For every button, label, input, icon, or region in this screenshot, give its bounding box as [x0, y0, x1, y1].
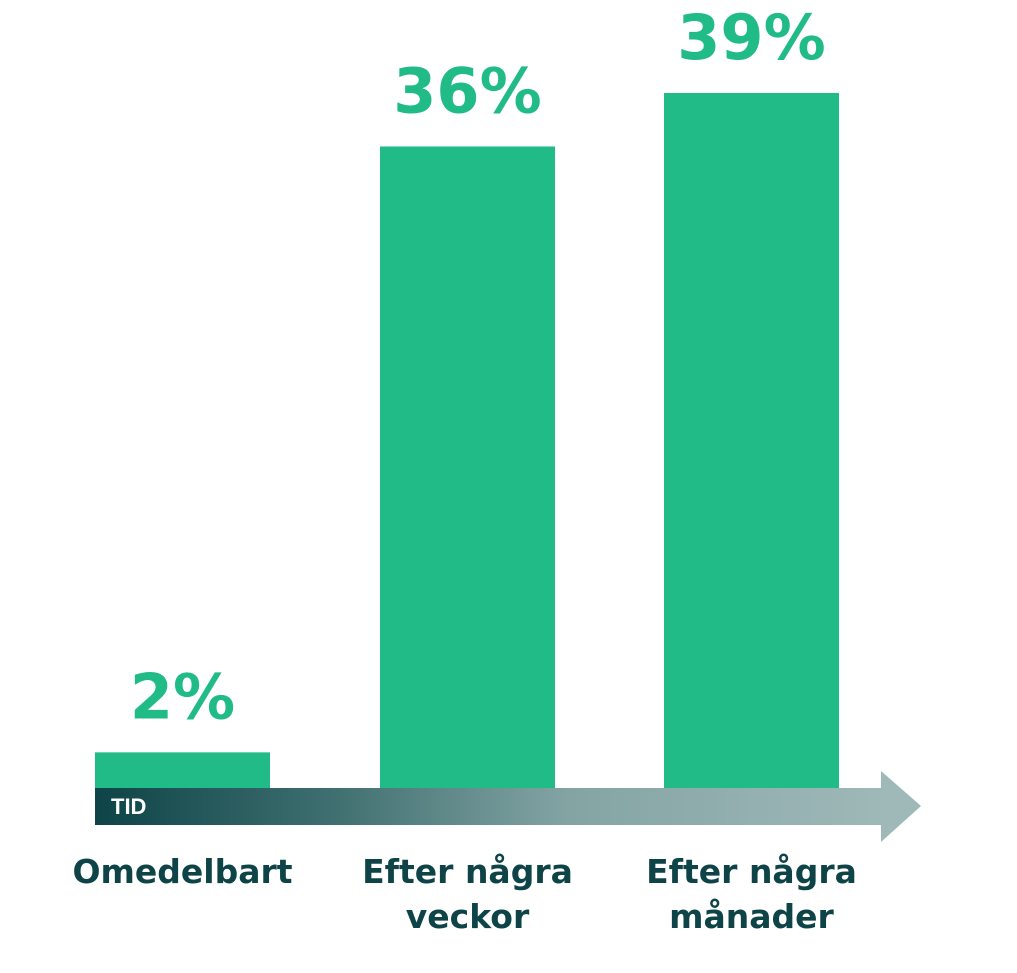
category-label-1: Omedelbart: [72, 852, 292, 891]
bar-value-label-2: 36%: [393, 54, 541, 127]
bar-value-label-3: 39%: [677, 1, 825, 74]
category-label-line: Omedelbart: [72, 852, 292, 891]
time-axis-arrow-shaft: [95, 788, 885, 825]
category-label-line: månader: [669, 897, 834, 936]
category-label-line: Efter några: [646, 852, 857, 891]
bar-2: [380, 146, 555, 788]
category-label-2: Efter några veckor: [362, 852, 573, 936]
bar-value-label-1: 2%: [130, 660, 235, 733]
bar-3: [664, 93, 839, 788]
bar-1: [95, 752, 270, 788]
category-label-line: Efter några: [362, 852, 573, 891]
category-label-line: veckor: [406, 897, 530, 936]
time-axis-arrow-head: [881, 771, 921, 842]
time-axis-label: TID: [111, 794, 146, 819]
category-label-3: Efter några månader: [646, 852, 857, 936]
